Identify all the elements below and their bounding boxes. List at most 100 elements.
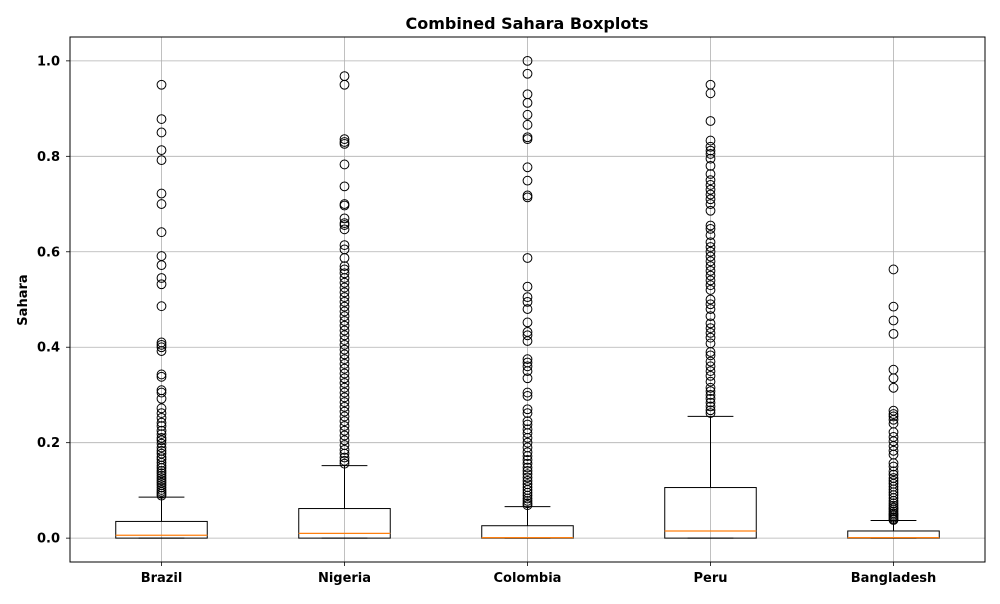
boxes-layer [115,415,940,539]
outlier-point [156,435,167,446]
outlier-point [888,461,899,472]
outlier-point [339,292,350,303]
outlier-point [339,220,350,230]
outlier-point [156,470,167,481]
outlier-point [705,169,716,179]
outlier-point [522,296,533,307]
outlier-point [156,188,167,199]
outlier-point [156,417,167,428]
plot-frame [69,36,986,563]
outlier-point [156,473,167,483]
outlier-point [705,332,716,343]
outlier-point [339,344,350,355]
outlier-point [339,282,350,293]
y-tick-label: 0.4 [37,341,60,356]
outlier-point [705,347,716,357]
outlier-point [522,97,533,108]
outlier-point [705,149,716,159]
outlier-point [705,160,716,171]
outlier-point [339,425,350,436]
y-tick-label: 1.0 [37,54,60,69]
outlier-point [339,268,350,279]
outlier-point [156,127,167,138]
outlier-point [339,421,350,431]
outlier-point [156,408,167,418]
outlier-point [156,393,167,404]
outlier-point [339,435,350,446]
outlier-point [522,458,533,469]
outlier-point [522,366,533,376]
outlier-point [522,416,533,427]
outlier-point [156,490,167,501]
outlier-point [339,416,350,427]
outlier-point [888,498,899,509]
outlier-point [522,469,533,480]
outlier-point [339,368,350,379]
outlier-point [522,354,533,365]
outlier-point [522,391,533,401]
outlier-point [522,487,533,498]
outlier-point [522,437,533,448]
outlier-point [522,336,533,346]
outlier-point [339,359,350,369]
outlier-point [156,199,167,209]
outlier-point [339,296,350,307]
outlier-point [705,256,716,267]
outlier-point [339,287,350,298]
outlier-point [156,468,167,479]
outlier-point [339,311,350,322]
outlier-point [522,472,533,483]
outlier-point [339,320,350,331]
outlier-point [705,386,716,397]
outlier-point [339,139,350,149]
box-iqr [664,487,757,539]
outlier-point [522,454,533,465]
outlier-point [705,366,716,376]
outlier-point [339,349,350,360]
x-tick-label: Peru [693,571,727,586]
outlier-point [339,387,350,398]
outlier-point [156,371,167,382]
outlier-point [156,457,167,468]
chart-title: Combined Sahara Boxplots [406,14,649,33]
outlier-point [522,500,533,511]
outlier-point [522,330,533,341]
x-tick-label: Nigeria [318,571,371,586]
outlier-point [156,482,167,493]
outlier-point [339,253,350,263]
outlier-point [522,496,533,506]
outlier-point [156,155,167,166]
outlier-point [156,339,167,350]
x-tick-label: Colombia [494,571,562,586]
outlier-point [705,294,716,305]
outlier-point [156,421,167,431]
outlier-point [339,79,350,90]
y-tick-label: 0.6 [37,245,60,260]
outlier-point [705,184,716,195]
outlier-point [156,465,167,476]
outlier-point [705,275,716,286]
outlier-point [705,194,716,205]
outlier-point [705,270,716,281]
outlier-point [705,261,716,271]
outlier-point [339,382,350,393]
outlier-point [339,339,350,350]
outlier-point [339,392,350,403]
outlier-point [705,304,716,314]
outlier-point [705,370,716,381]
outlier-point [339,316,350,326]
outlier-point [339,401,350,412]
outlier-point [705,356,716,367]
outlier-point [888,445,899,456]
outlier-point [156,369,167,380]
outlier-point [339,458,350,469]
grid-lines [70,37,985,562]
outlier-point [888,411,899,422]
outlier-point [522,109,533,120]
outlier-point [339,452,350,463]
outlier-point [339,373,350,384]
outlier-point [339,240,350,250]
outlier-point [339,224,350,235]
y-tick-label: 0.8 [37,150,60,165]
outliers-layer [156,55,899,525]
